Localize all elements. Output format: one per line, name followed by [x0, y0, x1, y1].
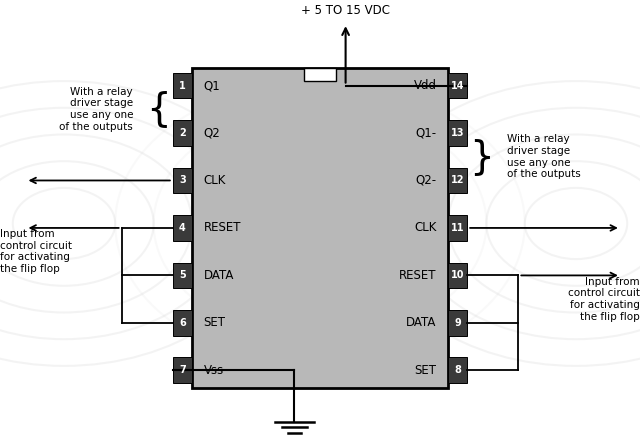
Text: CLK: CLK	[414, 222, 436, 235]
Text: RESET: RESET	[204, 222, 241, 235]
Text: Q1: Q1	[204, 79, 220, 92]
Text: Input from
control circuit
for activating
the flip flop: Input from control circuit for activatin…	[0, 229, 72, 274]
Text: CLK: CLK	[204, 174, 226, 187]
Text: Q2-: Q2-	[415, 174, 436, 187]
Text: With a relay
driver stage
use any one
of the outputs: With a relay driver stage use any one of…	[60, 87, 133, 132]
Bar	[448, 310, 467, 336]
Bar	[173, 73, 192, 99]
Text: 5: 5	[179, 270, 186, 281]
Text: RESET: RESET	[399, 269, 436, 282]
Bar	[173, 168, 192, 194]
Text: Q1-: Q1-	[415, 127, 436, 140]
Text: Input from
control circuit
for activating
the flip flop: Input from control circuit for activatin…	[568, 277, 640, 322]
Bar	[448, 357, 467, 383]
Text: DATA: DATA	[406, 316, 436, 330]
Bar	[192, 68, 448, 388]
Text: + 5 TO 15 VDC: + 5 TO 15 VDC	[301, 4, 390, 17]
Bar	[173, 310, 192, 336]
Text: 6: 6	[179, 318, 186, 328]
Text: SET: SET	[415, 364, 436, 377]
Bar	[173, 357, 192, 383]
Text: 2: 2	[179, 128, 186, 138]
Bar	[173, 120, 192, 146]
Bar	[448, 168, 467, 194]
Bar	[448, 120, 467, 146]
Text: 9: 9	[454, 318, 461, 328]
Bar	[173, 215, 192, 241]
Text: 12: 12	[451, 175, 465, 186]
Bar	[173, 263, 192, 288]
Bar	[448, 73, 467, 99]
Text: Q2: Q2	[204, 127, 220, 140]
Text: 11: 11	[451, 223, 465, 233]
Text: With a relay
driver stage
use any one
of the outputs: With a relay driver stage use any one of…	[507, 134, 580, 179]
Text: Vss: Vss	[204, 364, 224, 377]
Text: SET: SET	[204, 316, 225, 330]
Text: DATA: DATA	[204, 269, 234, 282]
Text: 4: 4	[179, 223, 186, 233]
Text: {: {	[147, 90, 171, 128]
Text: 13: 13	[451, 128, 465, 138]
Text: Vdd: Vdd	[413, 79, 436, 92]
Text: }: }	[469, 138, 493, 176]
Bar	[448, 215, 467, 241]
Bar	[448, 263, 467, 288]
Bar	[304, 68, 336, 81]
Text: 3: 3	[179, 175, 186, 186]
Text: 8: 8	[454, 365, 461, 376]
Text: 7: 7	[179, 365, 186, 376]
Text: 10: 10	[451, 270, 465, 281]
Text: 1: 1	[179, 81, 186, 91]
Text: 14: 14	[451, 81, 465, 91]
